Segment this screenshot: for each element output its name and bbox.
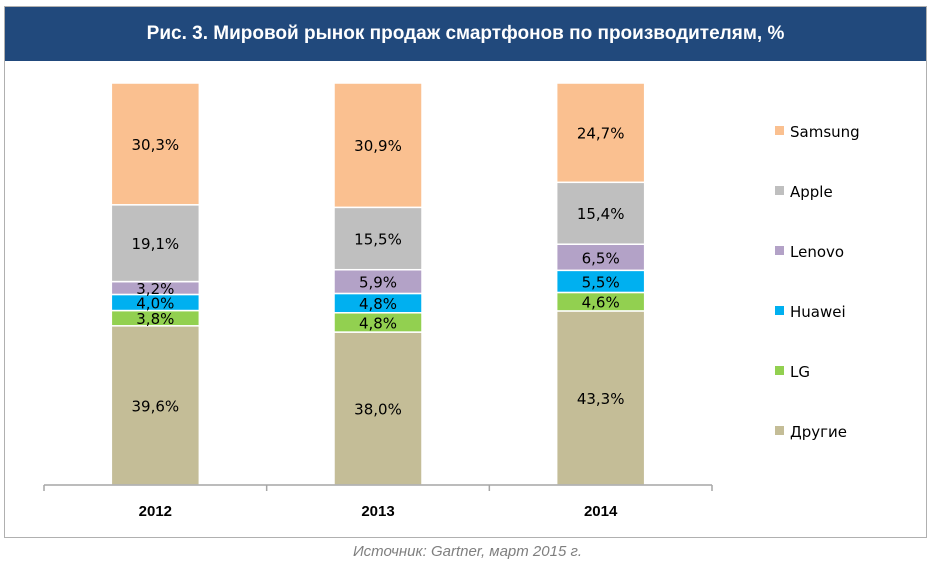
data-label: 38,0% — [354, 401, 402, 419]
legend-label-1: Apple — [790, 183, 833, 201]
bar-segment-samsung-2013 — [333, 82, 423, 209]
bar-segment-apple-2014 — [555, 181, 646, 245]
data-label: 5,5% — [582, 273, 620, 291]
stacked-bar-chart: 39,6% 3,8%4,0%3,2% 19,1% 30,3% 2012 38,0% 4,8%… — [43, 82, 860, 520]
legend-swatch-0 — [775, 126, 784, 135]
data-label: 6,5% — [582, 249, 620, 267]
bar-segment-samsung-2012 — [110, 82, 201, 206]
legend-label-4: LG — [790, 363, 810, 381]
data-label: 3,2% — [136, 280, 174, 298]
data-label: 4,8% — [359, 295, 397, 313]
legend-label-2: Lenovo — [790, 243, 844, 261]
source-note: Источник: Gartner, март 2015 г. — [352, 543, 583, 560]
data-label: 19,1% — [132, 235, 180, 253]
data-label: 15,5% — [354, 231, 402, 249]
data-label: 30,3% — [132, 136, 180, 154]
data-label: 3,8% — [136, 310, 174, 328]
legend-label-3: Huawei — [790, 303, 846, 321]
x-tick-label-2013: 2013 — [361, 503, 394, 520]
bar-segment-apple-2012 — [110, 204, 201, 283]
chart-title: Рис. 3. Мировой рынок продаж смартфонов … — [146, 23, 785, 44]
data-label: 4,6% — [582, 294, 620, 312]
data-label: 43,3% — [577, 390, 625, 408]
chart-title-bar: Рис. 3. Мировой рынок продаж смартфонов … — [5, 7, 926, 61]
x-tick-label-2014: 2014 — [584, 503, 618, 520]
data-label: 4,0% — [136, 294, 174, 312]
legend-label-0: Samsung — [790, 123, 860, 141]
legend-swatch-3 — [775, 306, 784, 315]
data-label: 39,6% — [132, 397, 180, 415]
legend-label-5: Другие — [790, 423, 847, 441]
data-label: 30,9% — [354, 137, 402, 155]
bar-segment-другие-2014 — [555, 310, 646, 486]
data-label: 4,8% — [359, 314, 397, 332]
bar-segment-samsung-2014 — [555, 82, 646, 184]
data-label: 24,7% — [577, 125, 625, 143]
bar-segment-lenovo-2014 — [555, 243, 646, 272]
x-tick-label-2012: 2012 — [139, 503, 172, 520]
data-label: 5,9% — [359, 274, 397, 292]
legend-swatch-5 — [775, 426, 784, 435]
data-label: 15,4% — [577, 205, 625, 223]
bar-segment-другие-2012 — [110, 325, 201, 486]
legend-swatch-4 — [775, 366, 784, 375]
bar-segment-apple-2013 — [333, 206, 423, 271]
legend-swatch-2 — [775, 246, 784, 255]
legend-swatch-1 — [775, 186, 784, 195]
